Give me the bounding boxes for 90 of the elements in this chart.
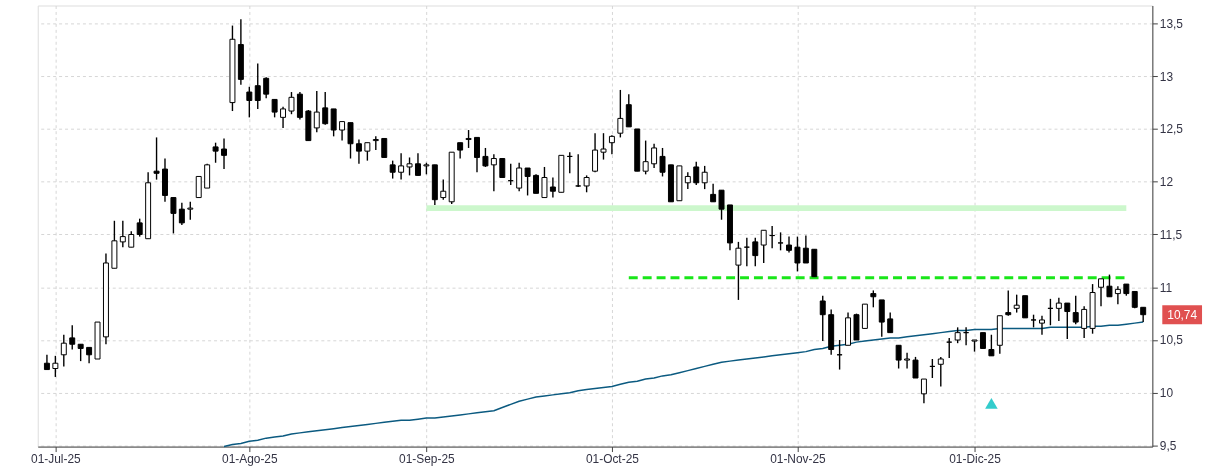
candlestick xyxy=(195,175,202,199)
candlestick xyxy=(440,178,447,201)
candlestick xyxy=(887,311,894,334)
candlestick xyxy=(339,120,346,142)
candlestick xyxy=(1106,273,1113,298)
candlestick xyxy=(1064,302,1071,340)
candlestick xyxy=(1114,285,1121,305)
candlestick xyxy=(313,90,320,133)
x-tick-label: 01-Dic-25 xyxy=(949,451,1002,466)
x-tick-label: 01-Ago-25 xyxy=(222,451,278,466)
candlestick xyxy=(330,108,337,138)
candlestick xyxy=(499,158,506,179)
candlestick xyxy=(482,147,489,168)
candlestick xyxy=(516,162,523,192)
candlestick xyxy=(246,86,253,119)
candlestick xyxy=(617,89,624,139)
y-tick-label: 9,5 xyxy=(1159,439,1177,454)
candlestick xyxy=(794,235,801,273)
candlestick xyxy=(355,138,362,165)
candlestick xyxy=(212,141,219,164)
y-tick-label: 10 xyxy=(1159,386,1174,401)
candlestick xyxy=(296,91,303,121)
candlestick xyxy=(524,167,531,197)
candlestick xyxy=(1081,305,1088,339)
candlestick xyxy=(322,91,329,126)
candlestick xyxy=(153,136,160,181)
candlestick xyxy=(178,202,185,226)
candlestick xyxy=(659,147,666,178)
candlestick xyxy=(60,334,67,368)
candlestick xyxy=(263,76,270,100)
candlestick xyxy=(288,91,295,115)
candlestick xyxy=(381,137,388,158)
candlestick xyxy=(701,165,708,190)
candlestick xyxy=(1055,297,1062,322)
y-tick-label: 12 xyxy=(1159,175,1174,190)
candlestick xyxy=(1005,289,1012,317)
candlestick xyxy=(414,152,421,177)
x-tick-label: 01-Jul-25 xyxy=(31,451,82,466)
y-tick-label: 11,5 xyxy=(1159,227,1183,242)
candlestick xyxy=(802,234,809,264)
candlestick xyxy=(549,176,556,199)
candlestick xyxy=(592,132,599,173)
candlestick xyxy=(69,324,76,351)
y-tick-label: 10,5 xyxy=(1159,333,1184,348)
candlestick xyxy=(254,62,261,110)
x-tick-label: 01-Nov-25 xyxy=(770,451,827,466)
x-tick-label: 01-Sep-25 xyxy=(399,451,456,466)
candlestick xyxy=(1072,295,1079,325)
candlestick xyxy=(575,153,582,188)
text: 10,74 xyxy=(1167,307,1198,322)
candlestick xyxy=(221,137,227,170)
candlestick xyxy=(541,166,548,199)
candlestick xyxy=(752,236,759,267)
y-tick-label: 13,5 xyxy=(1159,16,1184,31)
candlestick xyxy=(642,139,649,176)
candlestick xyxy=(170,196,177,235)
candlestick xyxy=(280,106,287,129)
candlestick xyxy=(718,189,725,221)
candlestick xyxy=(904,351,911,370)
candlestick xyxy=(878,299,885,338)
candlestick xyxy=(52,355,59,378)
candlestick xyxy=(693,160,700,186)
candlestick xyxy=(490,153,497,192)
y-tick-label: 11 xyxy=(1159,280,1173,295)
candlestick xyxy=(608,134,615,155)
candlestick xyxy=(937,356,944,388)
candlestick xyxy=(474,136,480,173)
candlestick xyxy=(1022,295,1029,319)
candlestick xyxy=(600,132,607,161)
candlestick xyxy=(651,143,658,169)
candlestick xyxy=(1039,315,1045,336)
candlestick xyxy=(946,337,953,359)
y-tick-label: 13 xyxy=(1159,69,1174,84)
candlestick xyxy=(533,173,540,195)
x-tick-label: 01-Oct-25 xyxy=(585,451,640,466)
candlestick xyxy=(119,220,126,248)
candlestick xyxy=(920,378,927,405)
candlestick xyxy=(912,356,919,379)
candlestick xyxy=(760,229,767,264)
candlestick xyxy=(1098,278,1104,307)
candlestick xyxy=(398,152,405,181)
y-tick-label: 12,5 xyxy=(1159,122,1184,137)
candlestick xyxy=(204,163,211,189)
candlestick xyxy=(988,334,995,357)
candlestick xyxy=(347,121,354,160)
candlestick xyxy=(735,241,742,301)
candlestick xyxy=(372,135,379,151)
candlestick xyxy=(625,93,632,128)
candlestick xyxy=(819,295,826,342)
candlestick xyxy=(895,344,902,370)
